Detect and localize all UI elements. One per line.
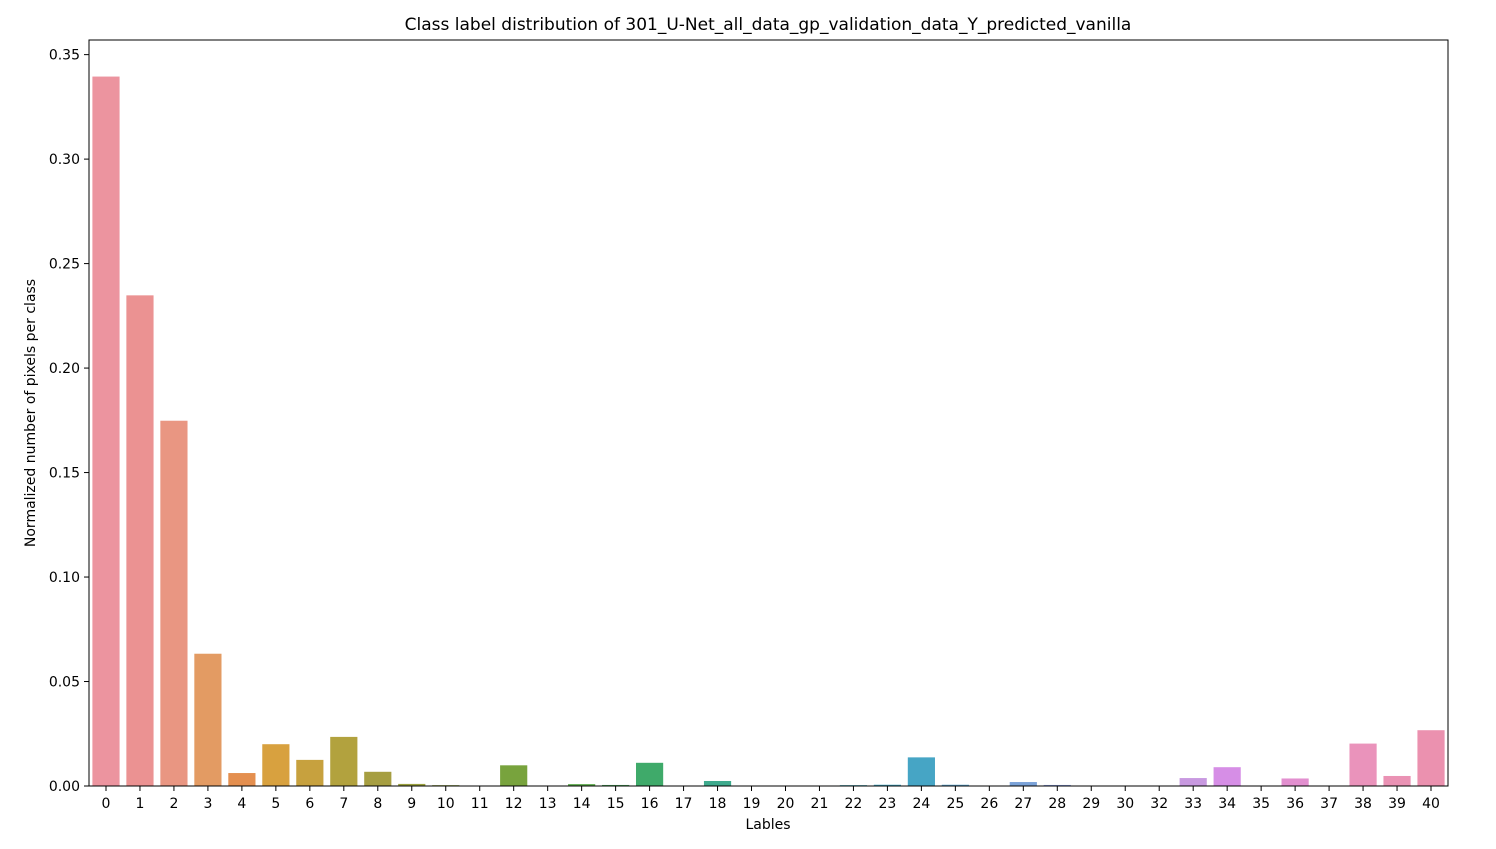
x-tick-label: 3 — [203, 796, 212, 812]
x-tick-label: 20 — [777, 796, 795, 812]
bar-15 — [602, 784, 630, 786]
chart-title: Class label distribution of 301_U-Net_al… — [405, 15, 1132, 35]
x-tick-label: 38 — [1354, 796, 1372, 812]
y-tick-label: 0.20 — [49, 361, 80, 377]
bar-33 — [1179, 778, 1207, 786]
bar-4 — [228, 773, 256, 786]
bar-12 — [500, 765, 528, 786]
x-tick-label: 39 — [1388, 796, 1406, 812]
x-tick-label: 4 — [237, 796, 246, 812]
x-tick-label: 27 — [1014, 796, 1032, 812]
bar-18 — [703, 780, 732, 786]
x-tick-label: 6 — [305, 796, 314, 812]
x-tick-label: 24 — [912, 796, 930, 812]
x-tick-label: 12 — [505, 796, 523, 812]
x-tick-label: 28 — [1048, 796, 1066, 812]
x-tick-label: 10 — [437, 796, 455, 812]
bar-1 — [126, 295, 154, 786]
bar-8 — [364, 771, 392, 786]
y-tick-label: 0.00 — [49, 779, 80, 795]
bar-28 — [1043, 784, 1071, 786]
y-axis: 0.00 0.05 0.10 0.15 0.20 0.25 0.30 0.35 — [49, 48, 89, 795]
x-axis-title: Lables — [745, 817, 790, 833]
y-tick-label: 0.05 — [49, 675, 80, 691]
x-tick-label: 14 — [573, 796, 591, 812]
x-tick-label: 21 — [811, 796, 829, 812]
x-tick-label: 1 — [136, 796, 145, 812]
bar-39 — [1383, 775, 1411, 786]
x-tick-label: 37 — [1320, 796, 1338, 812]
x-tick-label: 33 — [1184, 796, 1202, 812]
x-tick-label: 0 — [102, 796, 111, 812]
bar-34 — [1213, 767, 1241, 786]
y-tick-label: 0.30 — [49, 152, 80, 168]
bar-9 — [398, 783, 426, 786]
x-tick-label: 17 — [675, 796, 693, 812]
x-tick-label: 18 — [709, 796, 727, 812]
x-tick-label: 36 — [1286, 796, 1304, 812]
x-tick-label: 9 — [407, 796, 416, 812]
y-tick-label: 0.35 — [49, 48, 80, 64]
x-tick-label: 13 — [539, 796, 557, 812]
x-axis: 0 1 2 3 4 5 6 7 8 9 10 11 12 13 14 15 16 17 18 19 20 21 22 23 24… — [102, 786, 1440, 812]
x-tick-label: 2 — [169, 796, 178, 812]
bar-7 — [330, 736, 358, 786]
x-tick-label: 40 — [1422, 796, 1440, 812]
x-tick-label: 26 — [980, 796, 998, 812]
x-tick-label: 29 — [1082, 796, 1100, 812]
bar-27 — [1009, 782, 1037, 786]
bar-6 — [296, 759, 324, 786]
bar-23 — [873, 784, 902, 786]
x-tick-label: 25 — [946, 796, 964, 812]
x-tick-label: 34 — [1218, 796, 1236, 812]
bar-3 — [194, 653, 222, 786]
bar-36 — [1281, 778, 1309, 786]
y-tick-label: 0.15 — [49, 466, 80, 482]
x-tick-label: 11 — [471, 796, 489, 812]
bar-0 — [92, 76, 120, 787]
x-tick-label: 35 — [1252, 796, 1270, 812]
x-tick-label: 23 — [878, 796, 896, 812]
bar-5 — [262, 744, 290, 786]
x-tick-label: 7 — [339, 796, 348, 812]
bar-40 — [1417, 730, 1445, 786]
plot-frame — [88, 39, 1449, 787]
x-tick-label: 22 — [845, 796, 863, 812]
bar-14 — [568, 784, 596, 786]
x-tick-label: 19 — [743, 796, 761, 812]
y-axis-title: Normalized number of pixels per class — [23, 279, 39, 547]
bar-16 — [635, 762, 664, 786]
x-tick-label: 15 — [607, 796, 625, 812]
bar-38 — [1349, 743, 1377, 786]
x-tick-label: 32 — [1150, 796, 1168, 812]
y-tick-label: 0.10 — [49, 570, 80, 586]
bar-24 — [907, 757, 935, 786]
x-tick-label: 8 — [373, 796, 382, 812]
bars-layer — [92, 76, 1445, 787]
x-tick-label: 30 — [1116, 796, 1134, 812]
x-tick-label: 16 — [641, 796, 659, 812]
bar-25 — [941, 784, 969, 786]
bar-2 — [160, 420, 188, 786]
x-tick-label: 5 — [271, 796, 280, 812]
y-tick-label: 0.25 — [49, 257, 80, 273]
